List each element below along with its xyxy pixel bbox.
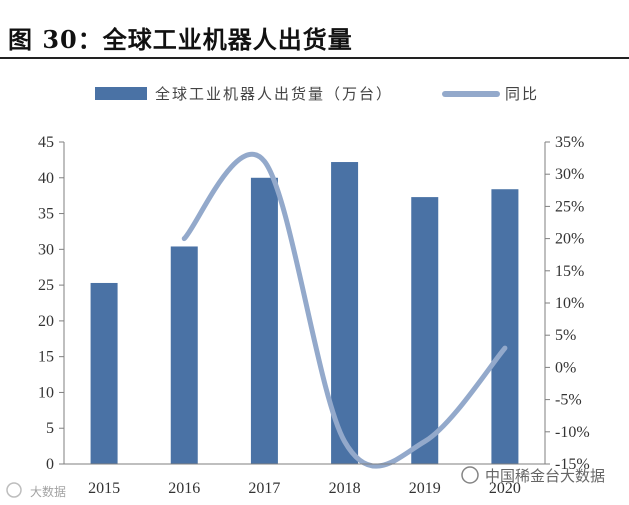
x-tick-label: 2018 (329, 480, 361, 497)
watermark-left-text: 大数据 (30, 484, 66, 499)
y-left-tick-label: 40 (38, 170, 54, 187)
y-right-tick-label: 5% (555, 327, 576, 344)
y-left-tick-label: 35 (38, 206, 54, 223)
x-tick-label: 2016 (168, 480, 200, 497)
x-tick-label: 2017 (248, 480, 280, 497)
legend-line-label: 同比 (505, 85, 539, 103)
legend: 全球工业机器人出货量（万台） 同比 (95, 85, 539, 103)
watermark-left: 大数据 (6, 482, 66, 499)
y-left-tick-label: 20 (38, 313, 54, 330)
y-left-tick-label: 25 (38, 277, 54, 294)
x-tick-label: 2015 (88, 480, 120, 497)
watermark-right-text: 中国稀金台大数据 (485, 467, 605, 485)
bar-2020 (491, 189, 519, 464)
y-right-tick-label: 20% (555, 231, 584, 248)
bar-2017 (250, 177, 278, 464)
y-right-tick-label: 15% (555, 263, 584, 280)
y-right-tick-label: 30% (555, 166, 584, 183)
watermark-right: 中国稀金台大数据 (461, 466, 605, 485)
y-right-tick-label: -10% (555, 424, 590, 441)
bar-2019 (411, 197, 439, 464)
y-left-tick-label: 5 (46, 420, 54, 437)
y-left-tick-label: 15 (38, 349, 54, 366)
y-left-tick-label: 30 (38, 241, 54, 258)
series-line-yoy (181, 151, 508, 469)
x-tick-label: 2019 (409, 480, 441, 497)
y-right-tick-label: 0% (555, 359, 576, 376)
legend-bar-label: 全球工业机器人出货量（万台） (155, 85, 393, 103)
y-right-tick-label: 10% (555, 295, 584, 312)
y-right-tick-label: 25% (555, 198, 584, 215)
y-left-tick-label: 10 (38, 384, 54, 401)
y-right-tick-label: -15% (555, 456, 590, 473)
wechat-icon (461, 466, 479, 484)
y-right-tick-label: 35% (555, 134, 584, 151)
legend-bar-swatch (95, 87, 147, 100)
watermark-logo-icon (6, 482, 22, 498)
x-tick-label: 2020 (489, 480, 521, 497)
plot-area: 0 5 10 15 20 25 30 35 40 45 -15% -10% -5% 0% 5% 10% 15% 2… (38, 134, 590, 497)
bar-2016 (170, 246, 198, 464)
y-left-tick-label: 45 (38, 134, 54, 151)
y-right-tick-label: -5% (555, 392, 582, 409)
y-left-tick-label: 0 (46, 456, 54, 473)
bar-2015 (90, 282, 118, 464)
figure-title: 图 30：全球工业机器人出货量 (8, 25, 353, 54)
title-rule (0, 57, 629, 59)
